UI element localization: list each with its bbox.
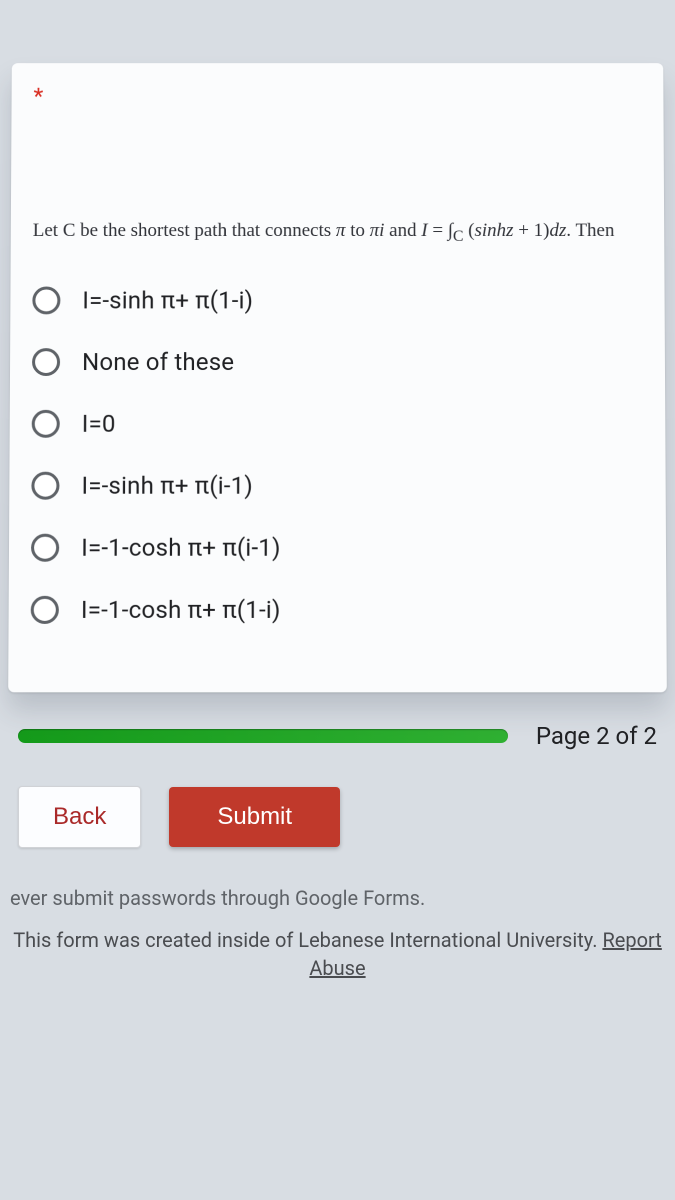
back-button[interactable]: Back xyxy=(18,786,141,848)
option-row[interactable]: I=0 xyxy=(32,409,644,437)
progress-bar xyxy=(18,729,508,743)
required-indicator: * xyxy=(33,87,641,109)
option-row[interactable]: I=-sinh π+ π(1-i) xyxy=(32,286,642,314)
radio-icon[interactable] xyxy=(32,348,60,376)
progress-row: Page 2 of 2 xyxy=(18,722,657,750)
radio-icon[interactable] xyxy=(31,595,59,623)
button-row: Back Submit xyxy=(18,786,657,848)
option-row[interactable]: I=-1-cosh π+ π(i-1) xyxy=(31,533,644,561)
radio-icon[interactable] xyxy=(32,286,60,314)
radio-icon[interactable] xyxy=(31,533,59,561)
option-label: I=-1-cosh π+ π(1-i) xyxy=(81,595,281,623)
option-label: I=-sinh π+ π(i-1) xyxy=(81,471,253,499)
option-label: I=-1-cosh π+ π(i-1) xyxy=(81,533,280,561)
page-root: * Let C be the shortest path that connec… xyxy=(0,0,675,1200)
footer-attribution-text: This form was created inside of Lebanese… xyxy=(13,928,602,952)
option-label: I=-sinh π+ π(1-i) xyxy=(82,286,253,314)
footer-password-warning: ever submit passwords through Google For… xyxy=(10,886,665,910)
radio-icon[interactable] xyxy=(31,471,59,499)
question-card: * Let C be the shortest path that connec… xyxy=(8,63,667,692)
submit-button[interactable]: Submit xyxy=(169,787,340,847)
option-row[interactable]: I=-1-cosh π+ π(1-i) xyxy=(31,595,645,623)
options-group: I=-sinh π+ π(1-i) None of these I=0 I=-s… xyxy=(31,286,645,623)
radio-icon[interactable] xyxy=(32,409,60,437)
footer-attribution: This form was created inside of Lebanese… xyxy=(10,926,665,982)
option-label: None of these xyxy=(82,348,234,376)
page-indicator: Page 2 of 2 xyxy=(536,722,657,750)
option-row[interactable]: I=-sinh π+ π(i-1) xyxy=(31,471,643,499)
option-row[interactable]: None of these xyxy=(32,348,643,376)
option-label: I=0 xyxy=(82,409,116,437)
form-footer: ever submit passwords through Google For… xyxy=(10,886,665,982)
question-text: Let C be the shortest path that connects… xyxy=(33,217,643,248)
